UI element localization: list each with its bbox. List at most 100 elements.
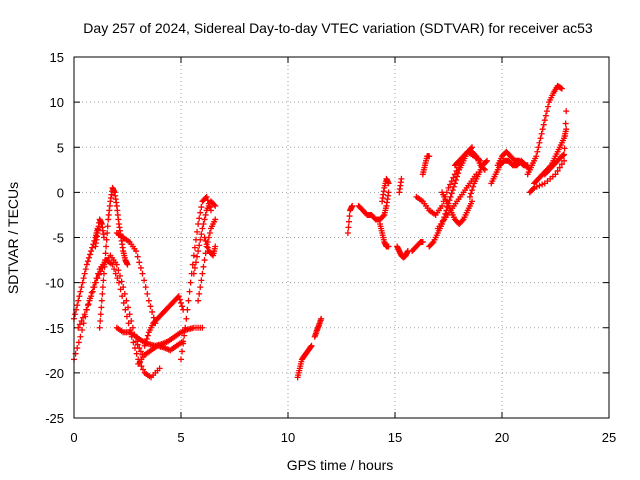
data-point bbox=[126, 311, 133, 318]
data-point bbox=[451, 180, 458, 187]
x-axis-label: GPS time / hours bbox=[287, 457, 394, 473]
data-point bbox=[554, 167, 561, 174]
y-tick-label: 0 bbox=[57, 185, 64, 200]
data-point bbox=[318, 315, 325, 322]
data-point bbox=[75, 324, 82, 331]
data-point bbox=[307, 343, 314, 350]
data-point bbox=[149, 308, 156, 315]
data-point bbox=[439, 202, 446, 209]
data-point bbox=[552, 171, 559, 178]
x-tick-label: 5 bbox=[177, 430, 184, 445]
data-point bbox=[426, 153, 433, 160]
data-point bbox=[124, 261, 131, 268]
data-points bbox=[71, 82, 570, 381]
data-point bbox=[78, 284, 85, 291]
data-point bbox=[76, 293, 83, 300]
data-point bbox=[534, 148, 541, 155]
y-tick-label: -15 bbox=[45, 321, 64, 336]
data-point bbox=[201, 257, 208, 264]
data-point bbox=[470, 183, 477, 190]
data-point bbox=[89, 244, 96, 251]
data-point bbox=[562, 132, 569, 139]
data-point bbox=[137, 348, 144, 355]
data-point bbox=[562, 120, 569, 127]
data-point bbox=[125, 304, 132, 311]
data-point bbox=[75, 339, 82, 346]
data-point bbox=[179, 303, 186, 310]
data-point bbox=[536, 182, 543, 189]
data-point bbox=[183, 315, 190, 322]
data-point bbox=[200, 263, 207, 270]
data-point bbox=[196, 290, 203, 297]
x-tick-label: 10 bbox=[281, 430, 295, 445]
data-point bbox=[144, 332, 151, 339]
data-point bbox=[79, 327, 86, 334]
data-point bbox=[191, 264, 198, 271]
data-point bbox=[100, 277, 107, 284]
data-point bbox=[74, 302, 81, 309]
data-point bbox=[557, 84, 564, 91]
data-point bbox=[144, 290, 151, 297]
data-point bbox=[111, 266, 118, 273]
data-point bbox=[84, 258, 91, 265]
data-point bbox=[143, 336, 150, 343]
data-point bbox=[345, 218, 352, 225]
data-point bbox=[141, 277, 148, 284]
data-point bbox=[178, 356, 184, 363]
data-point bbox=[530, 185, 537, 192]
data-point bbox=[190, 270, 197, 277]
data-point bbox=[542, 112, 549, 119]
data-point bbox=[533, 153, 540, 160]
x-tick-label: 25 bbox=[602, 430, 616, 445]
data-point bbox=[189, 261, 196, 268]
data-point bbox=[134, 341, 141, 348]
data-point bbox=[541, 117, 548, 124]
data-point bbox=[81, 311, 88, 318]
data-point bbox=[186, 288, 193, 295]
y-tick-label: -5 bbox=[52, 231, 64, 246]
data-point bbox=[75, 297, 82, 304]
data-point bbox=[563, 108, 570, 115]
data-point bbox=[429, 240, 436, 247]
data-point bbox=[74, 345, 81, 352]
data-point bbox=[117, 272, 124, 279]
data-point bbox=[86, 297, 93, 304]
data-point bbox=[88, 293, 95, 300]
data-point bbox=[187, 279, 194, 286]
data-point bbox=[77, 288, 84, 295]
data-point bbox=[469, 198, 476, 205]
data-point bbox=[452, 176, 459, 183]
data-point bbox=[142, 284, 149, 291]
data-point bbox=[100, 270, 107, 277]
data-point bbox=[100, 234, 107, 241]
data-point bbox=[192, 259, 199, 266]
data-point bbox=[539, 126, 546, 133]
data-point bbox=[344, 229, 351, 236]
data-point bbox=[103, 243, 110, 250]
data-point bbox=[191, 244, 198, 251]
data-point bbox=[450, 183, 457, 190]
data-point bbox=[99, 290, 106, 297]
data-point bbox=[199, 324, 206, 331]
data-point bbox=[104, 223, 111, 230]
data-point bbox=[115, 279, 122, 286]
data-point bbox=[123, 297, 130, 304]
data-point bbox=[201, 216, 208, 223]
data-point bbox=[80, 275, 87, 282]
data-point bbox=[531, 184, 538, 191]
data-point bbox=[190, 252, 197, 259]
data-point bbox=[96, 324, 103, 331]
data-point bbox=[449, 187, 456, 194]
data-point bbox=[138, 363, 145, 370]
data-point bbox=[445, 184, 452, 191]
data-point bbox=[398, 175, 405, 182]
data-point bbox=[446, 197, 453, 204]
data-point bbox=[102, 257, 109, 264]
data-point bbox=[196, 242, 203, 249]
data-point bbox=[87, 251, 94, 258]
data-point bbox=[198, 277, 205, 284]
data-point bbox=[194, 228, 201, 235]
data-point bbox=[197, 284, 204, 291]
data-point bbox=[533, 183, 540, 190]
data-point bbox=[83, 306, 90, 313]
